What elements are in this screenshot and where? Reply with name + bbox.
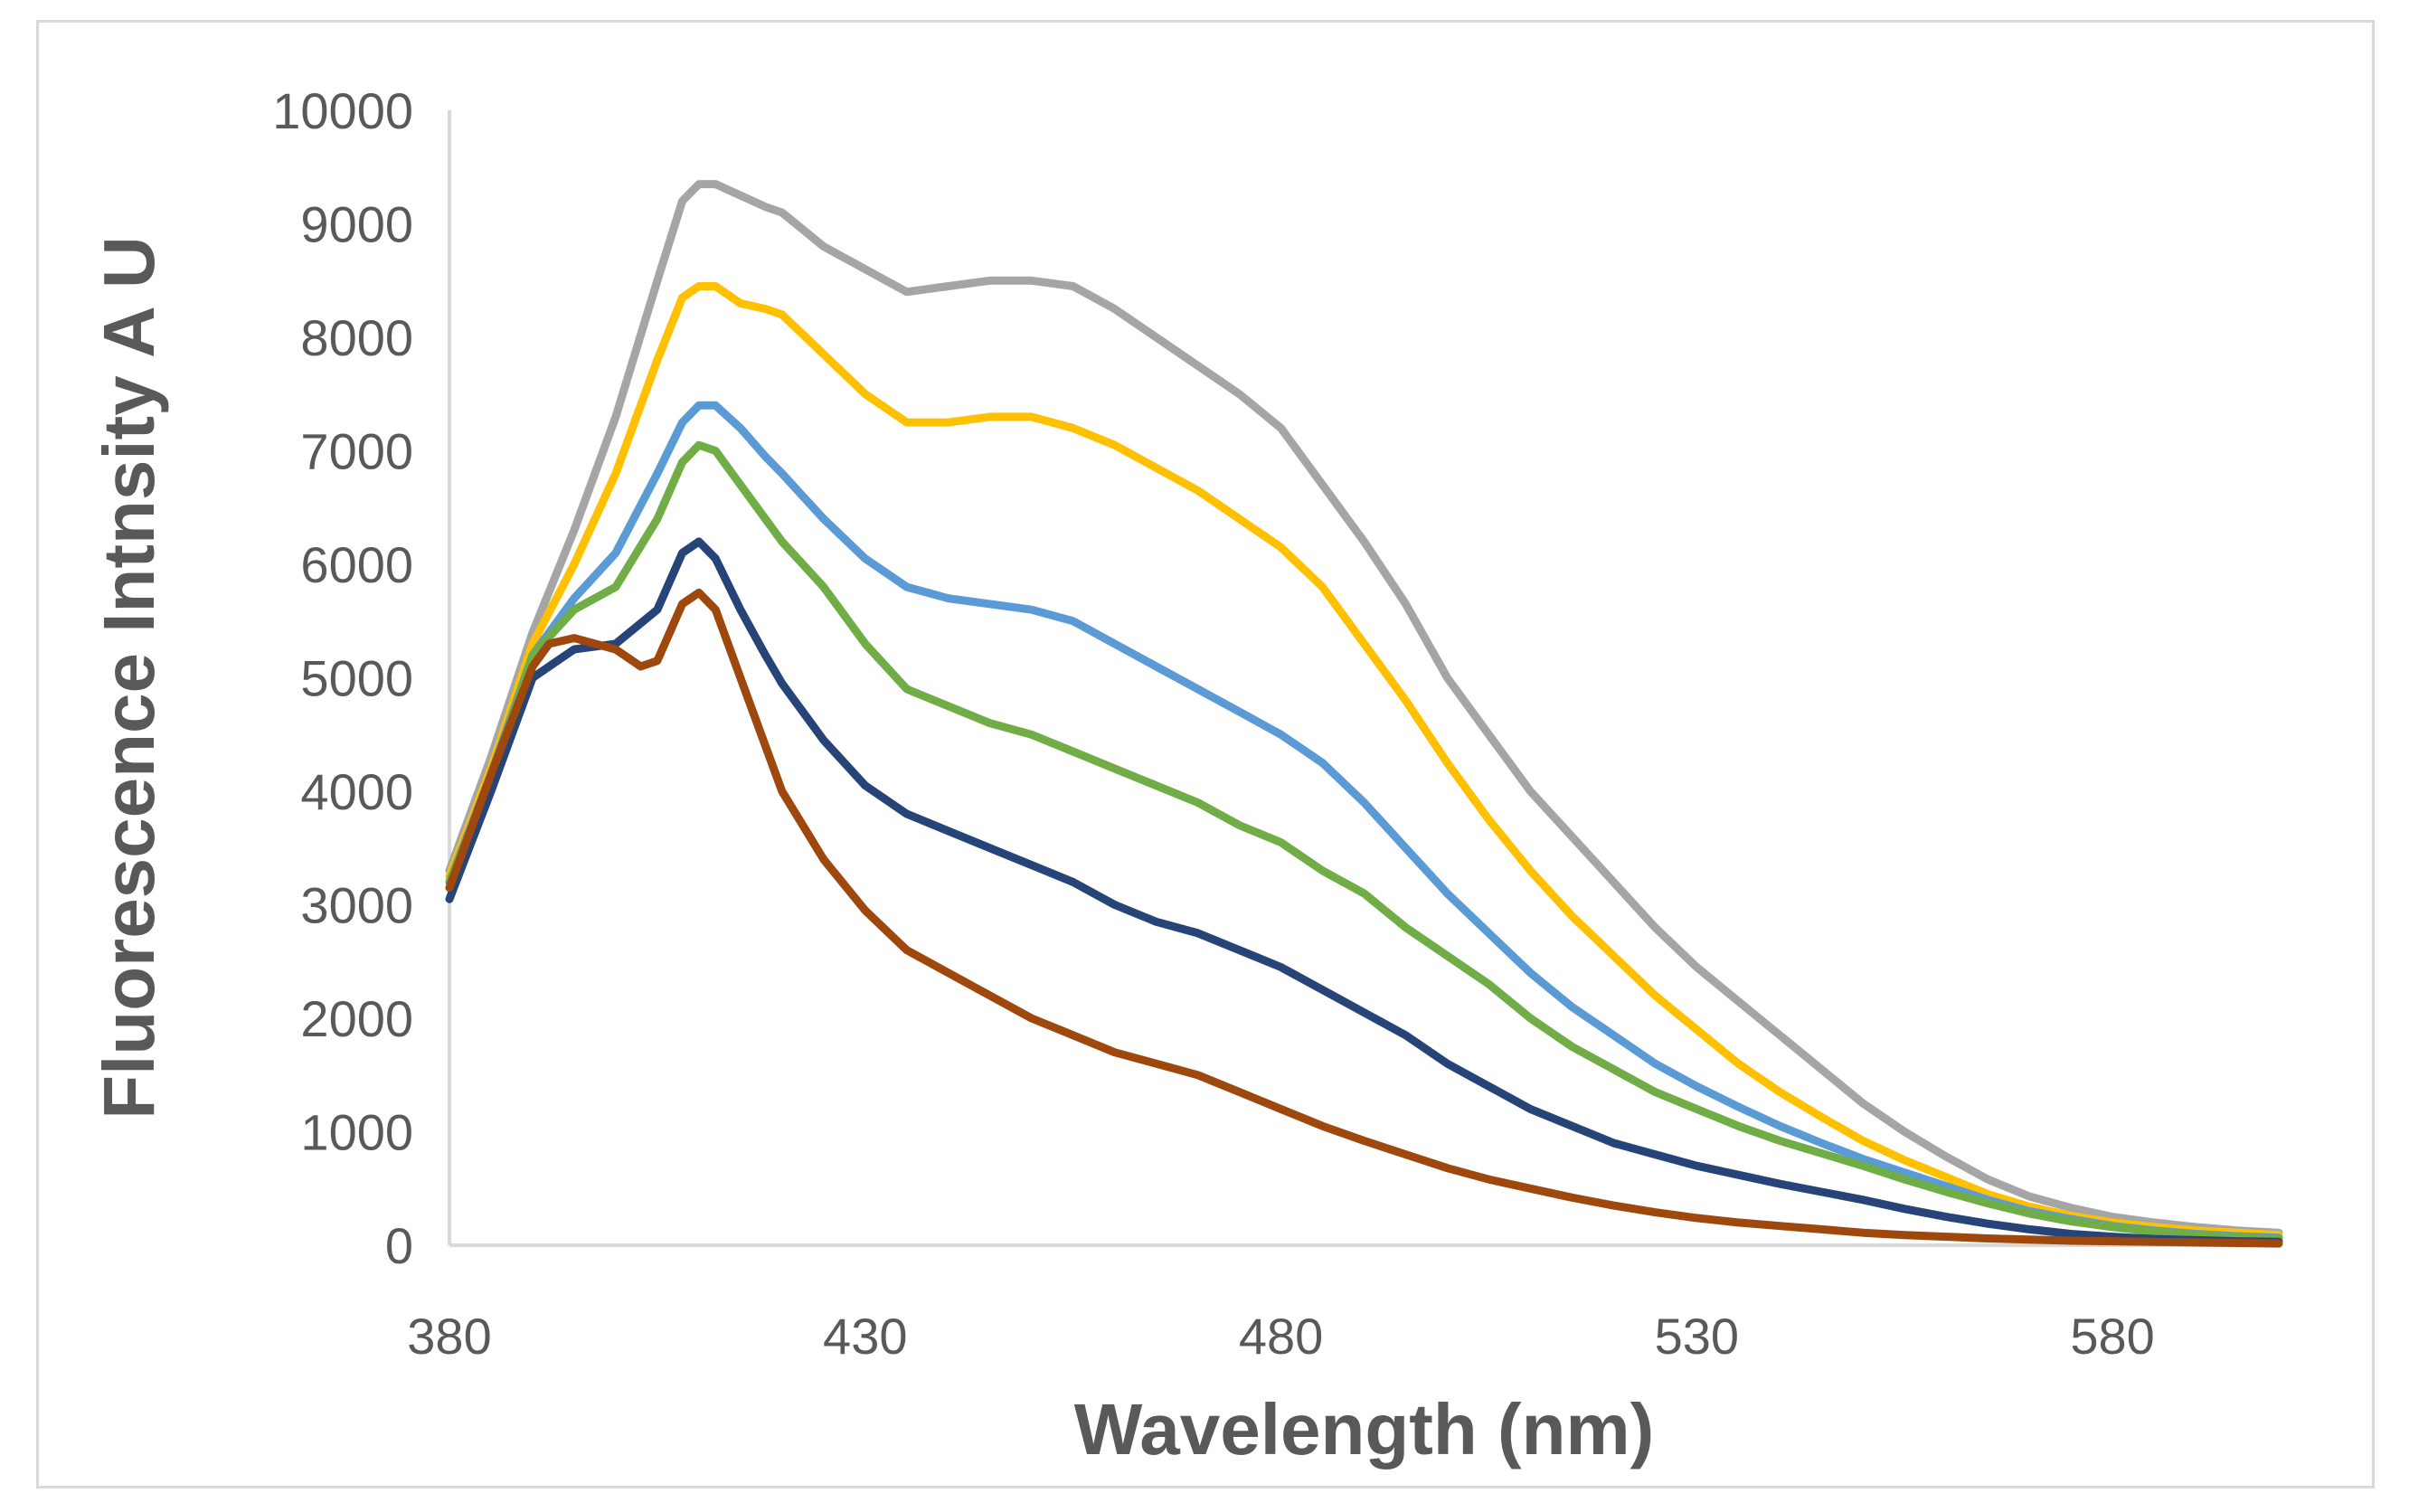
y-tick-label: 4000 xyxy=(300,763,413,820)
x-tick-label: 430 xyxy=(823,1308,907,1365)
y-tick-label: 3000 xyxy=(300,877,413,934)
x-tick-labels: 380 430 480 530 580 xyxy=(407,1308,2155,1365)
y-tick-label: 10000 xyxy=(272,82,413,139)
y-tick-label: 7000 xyxy=(300,423,413,480)
y-tick-label: 0 xyxy=(385,1217,413,1274)
y-tick-label: 8000 xyxy=(300,309,413,366)
y-tick-label: 2000 xyxy=(300,990,413,1047)
x-tick-label: 530 xyxy=(1655,1308,1739,1365)
x-tick-label: 480 xyxy=(1239,1308,1323,1365)
series-line-green xyxy=(445,440,2283,1243)
y-tick-label: 6000 xyxy=(300,536,413,593)
series-line-gray xyxy=(445,180,2283,1237)
series-line-brown xyxy=(445,588,2283,1248)
y-tick-labels: 0 1000 2000 3000 4000 5000 6000 7000 8000 9000 100… xyxy=(272,82,413,1274)
x-tick-label: 580 xyxy=(2070,1308,2154,1365)
y-axis-title: Fluorescence Intnsity A U xyxy=(89,236,169,1120)
axes xyxy=(448,110,2279,1247)
y-tick-label: 9000 xyxy=(300,196,413,253)
series-line-navy xyxy=(445,537,2283,1246)
series-lines xyxy=(445,180,2283,1248)
series-line-yellow xyxy=(445,282,2283,1240)
x-axis-title: Wavelength (nm) xyxy=(1074,1389,1654,1469)
series-line-light-blue xyxy=(445,401,2283,1243)
y-tick-label: 1000 xyxy=(300,1104,413,1161)
x-tick-label: 380 xyxy=(407,1308,491,1365)
y-tick-label: 5000 xyxy=(300,650,413,707)
